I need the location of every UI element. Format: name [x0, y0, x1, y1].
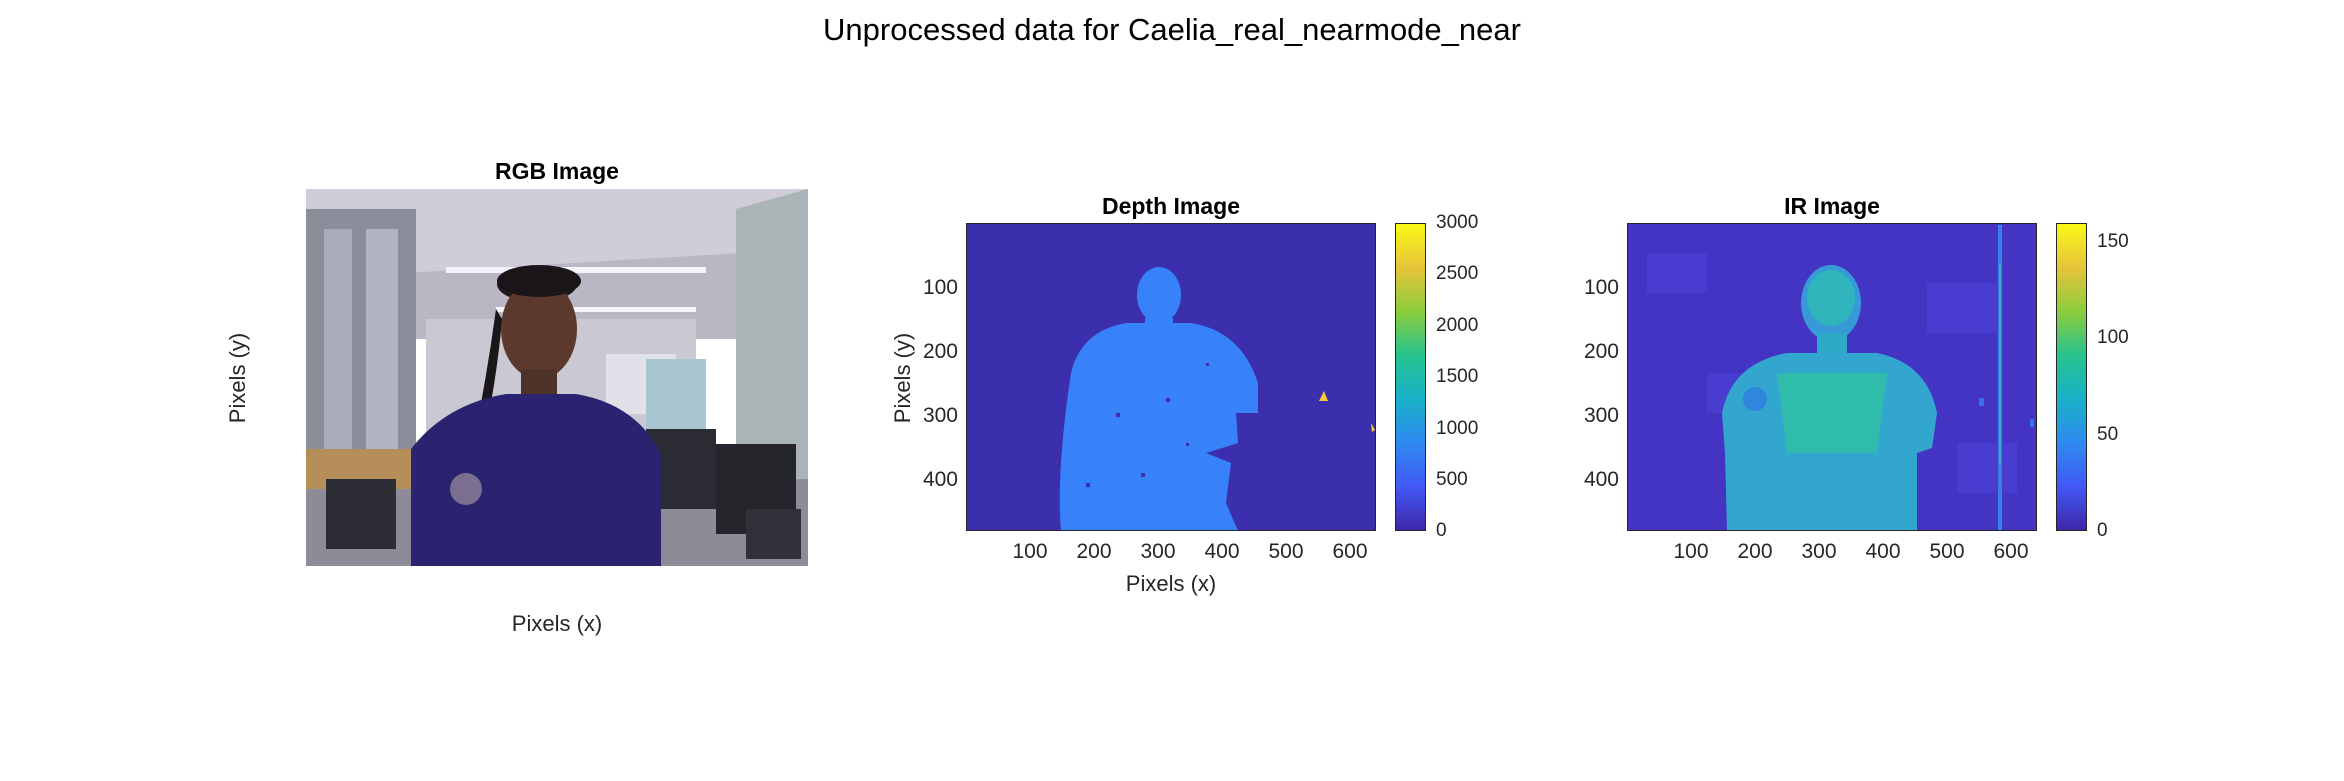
ir-ytick-label: 100	[1583, 276, 1619, 299]
ir-title: IR Image	[1784, 193, 1880, 219]
ir-colorbar	[2056, 223, 2087, 531]
depth-cbar-tick: 1500	[1436, 366, 1479, 387]
rgb-title: RGB Image	[495, 158, 619, 184]
depth-xlabel: Pixels (x)	[1125, 571, 1217, 596]
depth-xtick-label: 600	[1332, 540, 1368, 563]
depth-cbar-tick: 3000	[1436, 212, 1479, 233]
ir-image	[1627, 223, 2037, 531]
ir-xtick-label: 500	[1929, 540, 1965, 563]
ir-ytick-label: 300	[1583, 404, 1619, 427]
ir-ytick-label: 400	[1583, 468, 1619, 491]
depth-cbar-tick: 0	[1436, 520, 1447, 541]
ir-axes-box	[1627, 223, 2037, 531]
ir-xtick-label: 600	[1993, 540, 2029, 563]
depth-title: Depth Image	[1101, 193, 1241, 219]
ir-cbar-tick: 150	[2097, 231, 2129, 252]
ir-ytick-label: 200	[1583, 340, 1619, 363]
depth-xtick-label: 300	[1140, 540, 1176, 563]
ir-xtick-label: 300	[1801, 540, 1837, 563]
depth-xtick-label: 400	[1204, 540, 1240, 563]
depth-ylabel: Pixels (y)	[890, 332, 915, 424]
depth-ytick-label: 300	[922, 404, 958, 427]
ir-xtick-label: 200	[1737, 540, 1773, 563]
ir-xtick-label: 100	[1673, 540, 1709, 563]
depth-ytick-label: 400	[922, 468, 958, 491]
rgb-ylabel: Pixels (y)	[225, 332, 250, 424]
rgb-image	[306, 189, 808, 566]
depth-cbar-tick: 500	[1436, 469, 1468, 490]
depth-colorbar	[1395, 223, 1426, 531]
ir-cbar-tick: 0	[2097, 520, 2108, 541]
depth-xtick-label: 100	[1012, 540, 1048, 563]
depth-xtick-label: 200	[1076, 540, 1112, 563]
ir-cbar-tick: 100	[2097, 327, 2129, 348]
depth-cbar-tick: 2000	[1436, 315, 1479, 336]
rgb-xlabel: Pixels (x)	[511, 611, 603, 636]
depth-cbar-tick: 1000	[1436, 418, 1479, 439]
ir-cbar-tick: 50	[2097, 424, 2119, 445]
depth-ytick-label: 100	[922, 276, 958, 299]
depth-axes-box	[966, 223, 1376, 531]
depth-cbar-tick: 2500	[1436, 263, 1479, 284]
ir-xtick-label: 400	[1865, 540, 1901, 563]
depth-image	[966, 223, 1376, 531]
depth-ytick-label: 200	[922, 340, 958, 363]
depth-xtick-label: 500	[1268, 540, 1304, 563]
figure-title: Unprocessed data for Caelia_real_nearmod…	[823, 12, 1521, 47]
